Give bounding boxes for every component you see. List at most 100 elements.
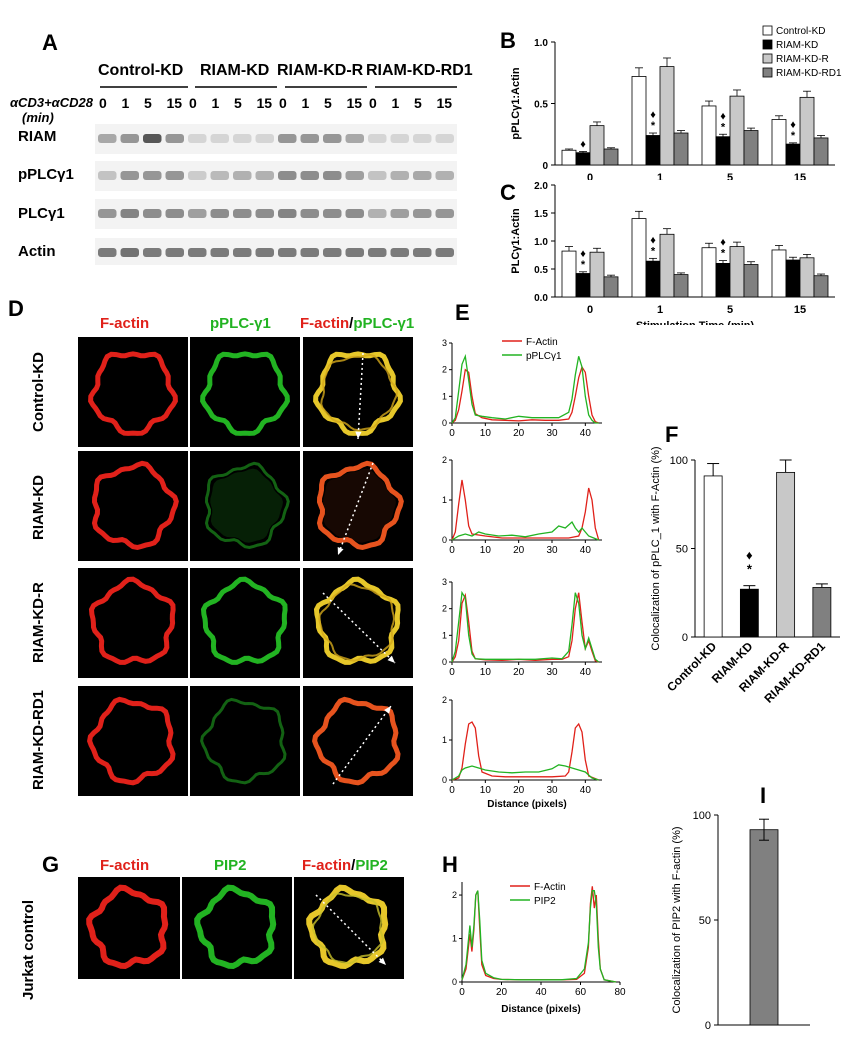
y-tick-label: 0 bbox=[682, 632, 688, 644]
y-tick-label: 1 bbox=[442, 495, 447, 505]
g-merge-red-label: F-actin bbox=[302, 857, 352, 874]
time-point-label: 0 bbox=[279, 95, 287, 111]
x-tick-label: 0 bbox=[587, 172, 593, 180]
blot-band bbox=[323, 171, 342, 180]
blot-band bbox=[255, 248, 274, 257]
bar-riam-kd-r bbox=[589, 251, 605, 298]
stimulation-label-line2: (min) bbox=[22, 110, 54, 125]
blot-band bbox=[413, 209, 432, 218]
chart-f-colocalization: 050100Control-KDRIAM-KDRIAM-KD-RRIAM-KD-… bbox=[650, 446, 840, 706]
blot-band bbox=[390, 209, 409, 218]
significance-marker: ♦ bbox=[720, 237, 726, 249]
y-tick-label: 1 bbox=[452, 934, 457, 944]
legend-swatch bbox=[762, 53, 773, 64]
y-tick-label: 3 bbox=[442, 577, 447, 587]
time-point-label: 15 bbox=[346, 95, 363, 111]
time-point-label: 5 bbox=[414, 95, 422, 111]
blot-band bbox=[300, 209, 319, 218]
y-tick-label: 2 bbox=[442, 695, 447, 705]
bar-control-kd bbox=[631, 76, 647, 166]
blot-band bbox=[345, 248, 364, 257]
y-tick-label: 50 bbox=[676, 544, 688, 556]
blot-band bbox=[300, 248, 319, 257]
blot-band bbox=[435, 134, 454, 143]
group-underlines bbox=[100, 86, 457, 88]
blot-band bbox=[368, 171, 387, 180]
cell-membrane bbox=[306, 884, 389, 970]
time-point-label: 1 bbox=[211, 95, 220, 111]
blot-band bbox=[188, 209, 207, 218]
legend-label: PIP2 bbox=[534, 896, 556, 907]
panel-d-letter: D bbox=[8, 296, 24, 321]
bar-control-kd bbox=[561, 149, 577, 166]
d-row-label-riam-kd: RIAM-KD bbox=[30, 475, 47, 540]
group-label-riam-kd-r: RIAM-KD-R bbox=[277, 62, 364, 79]
blot-band bbox=[188, 171, 207, 180]
x-tick-label: 0 bbox=[449, 785, 455, 796]
bar-riam-kd-r bbox=[589, 125, 605, 166]
bar-riam-kd bbox=[645, 135, 661, 166]
x-tick-label: 20 bbox=[513, 428, 525, 439]
x-tick-label: 10 bbox=[480, 428, 492, 439]
y-tick-label: 0.5 bbox=[534, 265, 548, 276]
line-scan-arrow bbox=[332, 705, 392, 785]
stimulation-label-line1: αCD3+αCD28 bbox=[10, 95, 93, 110]
bar-riam-kd bbox=[715, 136, 731, 166]
line-scan-arrowhead bbox=[378, 957, 386, 965]
y-tick-label: 2 bbox=[452, 890, 457, 900]
y-tick-label: 0 bbox=[442, 657, 447, 667]
x-tick-label: 40 bbox=[580, 785, 592, 796]
time-point-label: 1 bbox=[301, 95, 310, 111]
y-tick-label: 0.0 bbox=[534, 293, 548, 304]
bar-riam-kd-rd1 bbox=[813, 275, 829, 298]
blot-band bbox=[345, 134, 364, 143]
y-tick-label: 0 bbox=[452, 977, 457, 987]
line-scan-arrow bbox=[357, 352, 364, 440]
blot-band bbox=[98, 134, 117, 143]
x-tick-label: 40 bbox=[580, 428, 592, 439]
bar-riam-kd-rd1 bbox=[813, 137, 829, 166]
panel-e-letter: E bbox=[455, 300, 470, 325]
legend-swatch bbox=[762, 25, 773, 36]
significance-marker: ♦ bbox=[790, 119, 796, 131]
microscopy-cell-image bbox=[78, 568, 188, 678]
time-point-label: 5 bbox=[324, 95, 332, 111]
y-tick-label: 1.0 bbox=[534, 38, 548, 49]
x-tick-label: 10 bbox=[480, 667, 492, 678]
y-tick-label: 1 bbox=[442, 735, 447, 745]
significance-marker: ♦ bbox=[580, 248, 586, 260]
time-point-label: 0 bbox=[189, 95, 197, 111]
bar-riam-kd-r bbox=[776, 471, 796, 638]
blot-band bbox=[413, 248, 432, 257]
x-tick-label: 20 bbox=[496, 987, 508, 998]
blot-band bbox=[120, 209, 139, 218]
time-point-label: 5 bbox=[144, 95, 152, 111]
bar-riam-kd bbox=[715, 263, 731, 298]
cell-membrane bbox=[313, 576, 401, 665]
microscopy-cell-image bbox=[303, 568, 413, 678]
y-tick-label: 0 bbox=[442, 775, 447, 785]
legend-label: RIAM-KD-RD1 bbox=[776, 68, 842, 79]
blot-band bbox=[390, 171, 409, 180]
cell-membrane bbox=[316, 460, 404, 551]
blot-band bbox=[210, 209, 229, 218]
blot-row-label-actin: Actin bbox=[18, 243, 56, 260]
blot-band bbox=[233, 134, 252, 143]
x-tick-label: 10 bbox=[480, 785, 492, 796]
cell-interior bbox=[210, 468, 283, 543]
y-tick-label: 1 bbox=[442, 630, 447, 640]
blot-band bbox=[143, 209, 162, 218]
panel-i-letter: I bbox=[760, 783, 767, 808]
x-tick-label: 0 bbox=[449, 428, 455, 439]
y-tick-label: 0 bbox=[442, 418, 447, 428]
blot-row-label-riam: RIAM bbox=[18, 128, 57, 145]
x-tick-label: 80 bbox=[614, 987, 626, 998]
y-tick-label: 2 bbox=[442, 604, 447, 614]
cell-membrane-inner bbox=[318, 583, 396, 662]
blot-band bbox=[323, 209, 342, 218]
x-tick-label: 0 bbox=[459, 987, 465, 998]
blot-band bbox=[233, 171, 252, 180]
x-tick-label: 20 bbox=[513, 667, 525, 678]
